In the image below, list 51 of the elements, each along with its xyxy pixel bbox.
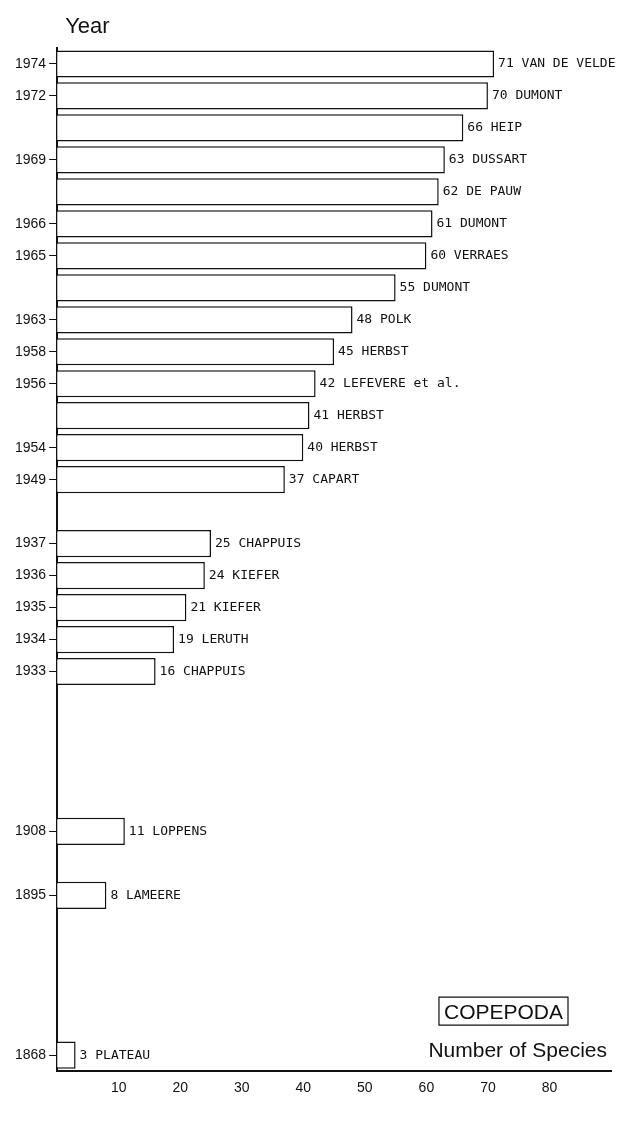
y-tick-label: 1936: [14, 566, 47, 583]
x-tick-label: 70: [480, 1079, 496, 1096]
y-tick-label: 1965: [14, 246, 47, 263]
data-label: 11 LOPPENS: [128, 822, 208, 838]
y-tick-label: 1966: [14, 214, 47, 231]
data-label: 71 VAN DE VELDE: [498, 55, 616, 71]
x-tick-label: 40: [295, 1079, 312, 1096]
x-tick-label: 10: [110, 1079, 127, 1096]
data-label: 16 CHAPPUIS: [159, 662, 246, 678]
y-tick-label: 1974: [14, 54, 47, 71]
data-label: 37 CAPART: [288, 471, 360, 487]
y-tick-label: 1908: [14, 822, 47, 839]
y-tick-label: 1934: [14, 630, 47, 647]
y-tick-label: 1895: [14, 886, 47, 903]
data-label: 55 DUMONT: [399, 279, 471, 295]
y-tick-label: 1954: [14, 438, 47, 455]
data-label: 21 KIEFER: [190, 598, 261, 614]
data-label: 19 LERUTH: [178, 630, 249, 646]
x-tick-label: 30: [233, 1079, 250, 1096]
data-label: 40 HERBST: [307, 439, 378, 455]
data-label: 61 DUMONT: [436, 215, 508, 231]
data-label: 60 VERRAES: [430, 247, 509, 263]
data-label: 41 HERBST: [313, 407, 385, 423]
data-label: 8 LAMEERE: [110, 886, 181, 902]
data-label: 48 POLK: [356, 311, 412, 327]
x-axis-title: Number of Species: [428, 1038, 607, 1062]
x-tick-label: 80: [541, 1079, 558, 1096]
y-axis-title: Year: [65, 13, 110, 39]
data-label: 66 HEIP: [467, 119, 523, 135]
data-label: 63 DUSSART: [448, 151, 528, 167]
x-tick-label: 50: [357, 1079, 373, 1096]
y-tick-label: 1956: [14, 374, 47, 391]
y-tick-label: 1933: [14, 662, 47, 679]
data-label: 24 KIEFER: [208, 566, 280, 582]
y-tick-label: 1958: [14, 342, 47, 359]
data-label: 42 LEFEVERE et al.: [319, 375, 461, 391]
y-tick-label: 1935: [14, 598, 47, 615]
data-label: 62 DE PAUW: [442, 183, 522, 199]
y-tick-label: 1868: [14, 1046, 47, 1063]
y-tick-label: 1949: [14, 470, 47, 487]
x-tick-label: 60: [418, 1079, 435, 1096]
y-tick-label: 1937: [14, 534, 47, 551]
x-tick-label: 20: [172, 1079, 189, 1096]
y-tick-label: 1969: [14, 150, 47, 167]
data-label: 45 HERBST: [338, 343, 409, 359]
data-label: 70 DUMONT: [491, 87, 563, 103]
y-tick-label: 1963: [14, 310, 47, 327]
data-label: 25 CHAPPUIS: [214, 534, 302, 550]
data-label: 3 PLATEAU: [79, 1046, 151, 1062]
text: COPEPODA: [443, 1000, 563, 1024]
y-tick-label: 1972: [14, 86, 47, 103]
